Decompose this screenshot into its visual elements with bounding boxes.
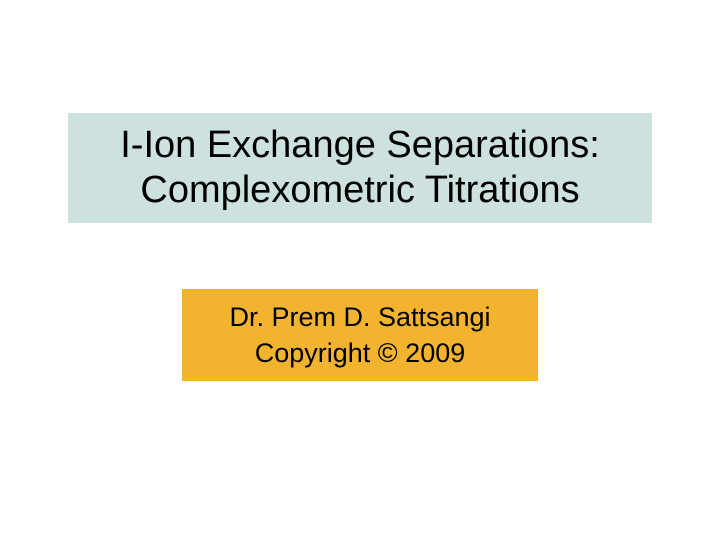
- title-line-2: Complexometric Titrations: [140, 168, 579, 213]
- author-name: Dr. Prem D. Sattsangi: [229, 299, 490, 335]
- title-line-1: I-Ion Exchange Separations:: [120, 123, 600, 168]
- title-box: I-Ion Exchange Separations: Complexometr…: [68, 113, 652, 223]
- slide: I-Ion Exchange Separations: Complexometr…: [0, 0, 720, 540]
- author-box: Dr. Prem D. Sattsangi Copyright © 2009: [182, 289, 538, 381]
- copyright-line: Copyright © 2009: [255, 335, 466, 371]
